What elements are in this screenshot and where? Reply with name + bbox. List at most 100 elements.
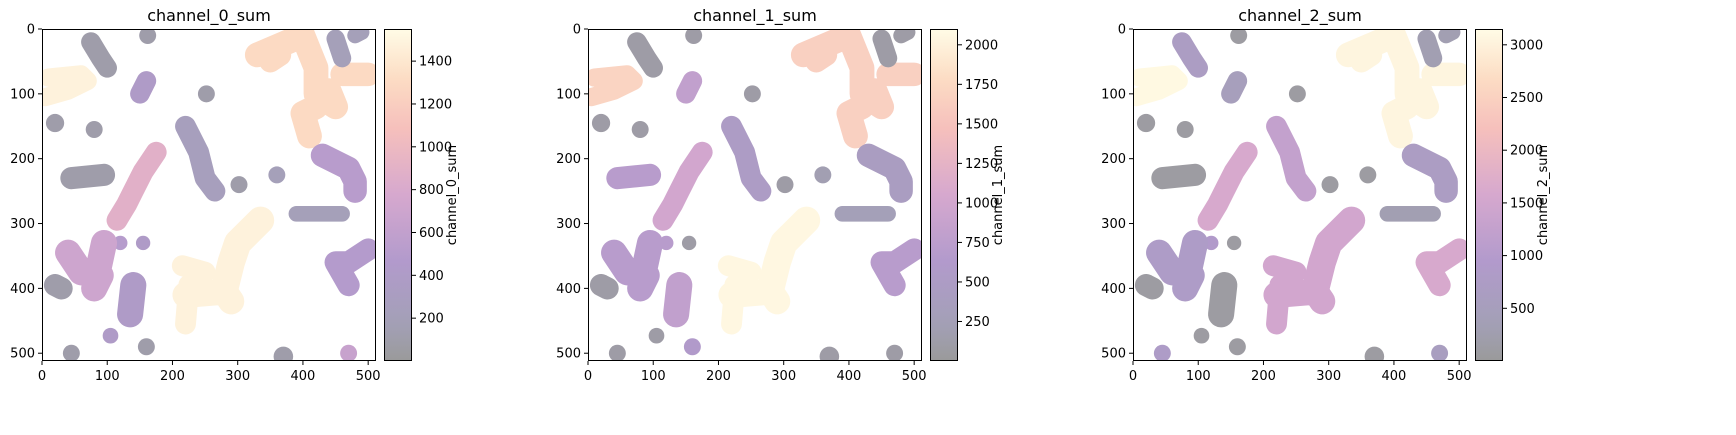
- blob-24: [1193, 327, 1210, 344]
- blob-20: [55, 229, 118, 302]
- colorbar-label: channel_2_sum: [1536, 145, 1551, 245]
- blob-23: [117, 272, 147, 328]
- axes-frame: [1133, 29, 1467, 361]
- x-tick-label: 200: [706, 369, 731, 384]
- y-tick-label: 300: [10, 217, 35, 232]
- blob-26: [683, 338, 701, 356]
- panel-title: channel_1_sum: [693, 6, 817, 26]
- blob-1: [591, 113, 611, 133]
- blob-28: [340, 344, 358, 361]
- x-tick-label: 400: [291, 369, 316, 384]
- colorbar-tick-label: 1400: [419, 55, 452, 70]
- blob-19: [1204, 235, 1219, 251]
- blob-17: [856, 143, 913, 203]
- blob-7: [1335, 29, 1439, 149]
- blob-0: [588, 65, 643, 107]
- blob-28: [1431, 344, 1449, 361]
- colorbar-frame: [930, 29, 958, 361]
- blob-16: [268, 166, 286, 184]
- axes-frame: [588, 29, 922, 361]
- blob-27: [819, 346, 840, 361]
- blob-5: [130, 71, 157, 104]
- colorbar-tick-label: 2500: [1510, 91, 1543, 106]
- x-tick-label: 100: [1186, 369, 1211, 384]
- y-tick-label: 400: [10, 282, 35, 297]
- y-tick-label: 0: [1118, 23, 1126, 38]
- colorbar-tick-label: 500: [965, 275, 990, 290]
- blob-11: [1438, 29, 1461, 44]
- blob-10: [326, 29, 352, 68]
- blob-11: [893, 29, 916, 44]
- blob-29: [1415, 238, 1467, 297]
- colorbar-tick-label: 750: [965, 236, 990, 251]
- blob-14: [721, 115, 772, 202]
- y-tick-label: 100: [556, 87, 581, 102]
- blob-2: [1176, 121, 1194, 138]
- panel-1: 0 100 200 300 400 5000100200300400500channel_…: [556, 6, 1006, 384]
- blob-22: [1226, 235, 1242, 251]
- colorbar-frame: [384, 29, 412, 361]
- x-tick-label: 0: [38, 369, 46, 384]
- blob-1: [1136, 113, 1156, 133]
- blob-3: [627, 32, 663, 78]
- x-tick-label: 500: [902, 369, 927, 384]
- x-tick-label: 400: [1382, 369, 1407, 384]
- colorbar-label: channel_0_sum: [445, 145, 460, 245]
- y-tick-label: 300: [1101, 217, 1126, 232]
- y-tick-label: 400: [1101, 282, 1126, 297]
- blob-16: [1359, 166, 1377, 184]
- blob-20: [601, 229, 664, 302]
- blob-13: [1197, 141, 1258, 231]
- blob-21: [589, 274, 619, 300]
- colorbar-tick-label: 1500: [1510, 196, 1543, 211]
- blob-21: [1134, 274, 1164, 300]
- x-tick-label: 100: [641, 369, 666, 384]
- y-tick-label: 300: [556, 217, 581, 232]
- colorbar-tick-label: 1000: [1510, 249, 1543, 264]
- x-tick-label: 100: [95, 369, 120, 384]
- blob-5: [1221, 71, 1248, 104]
- blob-24: [648, 327, 665, 344]
- y-tick-label: 200: [556, 152, 581, 167]
- blob-4: [1230, 29, 1248, 44]
- blob-22: [681, 235, 697, 251]
- blob-8: [1350, 43, 1383, 73]
- blob-24: [102, 327, 119, 344]
- blob-15: [1321, 176, 1339, 194]
- blob-layer: [1133, 29, 1467, 361]
- y-tick-label: 100: [10, 87, 35, 102]
- y-tick-label: 200: [10, 152, 35, 167]
- blob-25: [608, 344, 626, 361]
- blob-0: [42, 65, 97, 107]
- blob-14: [1266, 115, 1317, 202]
- colorbar-tick-label: 600: [419, 226, 444, 241]
- blob-12: [60, 163, 116, 190]
- blob-layer: [588, 29, 922, 361]
- blob-11: [347, 29, 370, 44]
- x-tick-label: 400: [837, 369, 862, 384]
- blob-7: [790, 29, 894, 149]
- blob-16: [814, 166, 832, 184]
- blob-32: [211, 206, 275, 303]
- blob-21: [43, 274, 73, 300]
- blob-10: [1417, 29, 1443, 68]
- x-tick-label: 300: [225, 369, 250, 384]
- blob-2: [631, 121, 649, 138]
- x-tick-label: 200: [1251, 369, 1276, 384]
- colorbar-tick-label: 200: [419, 312, 444, 327]
- blob-2: [85, 121, 103, 138]
- y-tick-label: 500: [556, 347, 581, 362]
- blob-4: [685, 29, 703, 44]
- colorbar-tick-label: 1000: [965, 196, 998, 211]
- blob-6: [1288, 85, 1306, 103]
- blob-13: [106, 141, 167, 231]
- blob-29: [870, 238, 922, 297]
- blob-8: [259, 43, 292, 73]
- blob-13: [652, 141, 713, 231]
- blob-17: [1401, 143, 1458, 203]
- x-tick-label: 200: [160, 369, 185, 384]
- blob-15: [230, 176, 248, 194]
- colorbar-tick-label: 1250: [965, 157, 998, 172]
- blob-15: [776, 176, 794, 194]
